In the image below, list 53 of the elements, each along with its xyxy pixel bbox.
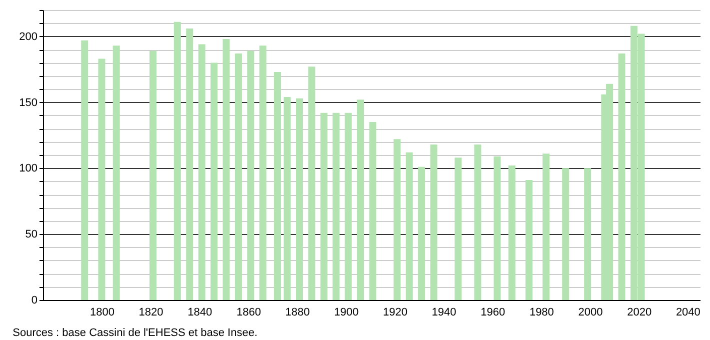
- source-note: Sources : base Cassini de l'EHESS et base Insee.: [12, 327, 258, 339]
- x-tick-label: 1940: [432, 306, 456, 318]
- x-tick-label: 1920: [382, 306, 408, 318]
- bar: [320, 112, 328, 300]
- bar: [98, 58, 106, 300]
- x-tick-label: 2000: [578, 306, 603, 318]
- x-tick-label: 1980: [529, 306, 554, 318]
- bar: [296, 98, 303, 300]
- bar: [259, 46, 266, 300]
- bar: [186, 28, 194, 300]
- y-tick-label: 100: [19, 162, 38, 175]
- bar: [562, 168, 570, 300]
- bar: [406, 152, 413, 300]
- x-tick-label: 1840: [188, 306, 212, 318]
- bar: [308, 66, 316, 300]
- y-tick-label: 200: [19, 30, 38, 43]
- bar: [234, 54, 242, 300]
- bar: [430, 144, 438, 300]
- bar: [418, 166, 426, 300]
- bar: [474, 144, 482, 300]
- y-tick-label: 0: [31, 294, 38, 306]
- y-tick-label: 50: [25, 228, 38, 241]
- bar: [494, 156, 501, 300]
- bar: [174, 22, 181, 300]
- bar: [357, 100, 364, 300]
- bar: [369, 122, 376, 300]
- bar: [210, 62, 218, 300]
- bar: [344, 112, 352, 300]
- bar: [247, 50, 254, 300]
- x-tick-label: 1860: [236, 306, 261, 318]
- bar: [222, 39, 230, 300]
- bar: [454, 158, 462, 300]
- bar: [508, 166, 516, 300]
- bar: [274, 72, 281, 300]
- bar: [284, 97, 291, 300]
- bar: [394, 139, 401, 300]
- x-tick-label: 1820: [138, 306, 164, 318]
- x-tick-label: 2040: [676, 306, 700, 318]
- x-tick-label: 2020: [627, 306, 652, 318]
- x-tick-label: 1960: [480, 306, 506, 318]
- bar: [584, 168, 592, 300]
- x-tick-label: 1800: [90, 306, 114, 318]
- bar: [81, 40, 88, 300]
- bar: [618, 54, 626, 300]
- bar: [542, 154, 550, 300]
- bar: [198, 44, 206, 300]
- bar: [525, 180, 532, 300]
- bar: [112, 46, 120, 300]
- x-tick-label: 1880: [285, 306, 310, 318]
- x-tick-label: 1900: [334, 306, 359, 318]
- bar: [149, 50, 156, 300]
- bar: [332, 112, 340, 300]
- y-tick-label: 150: [19, 96, 38, 109]
